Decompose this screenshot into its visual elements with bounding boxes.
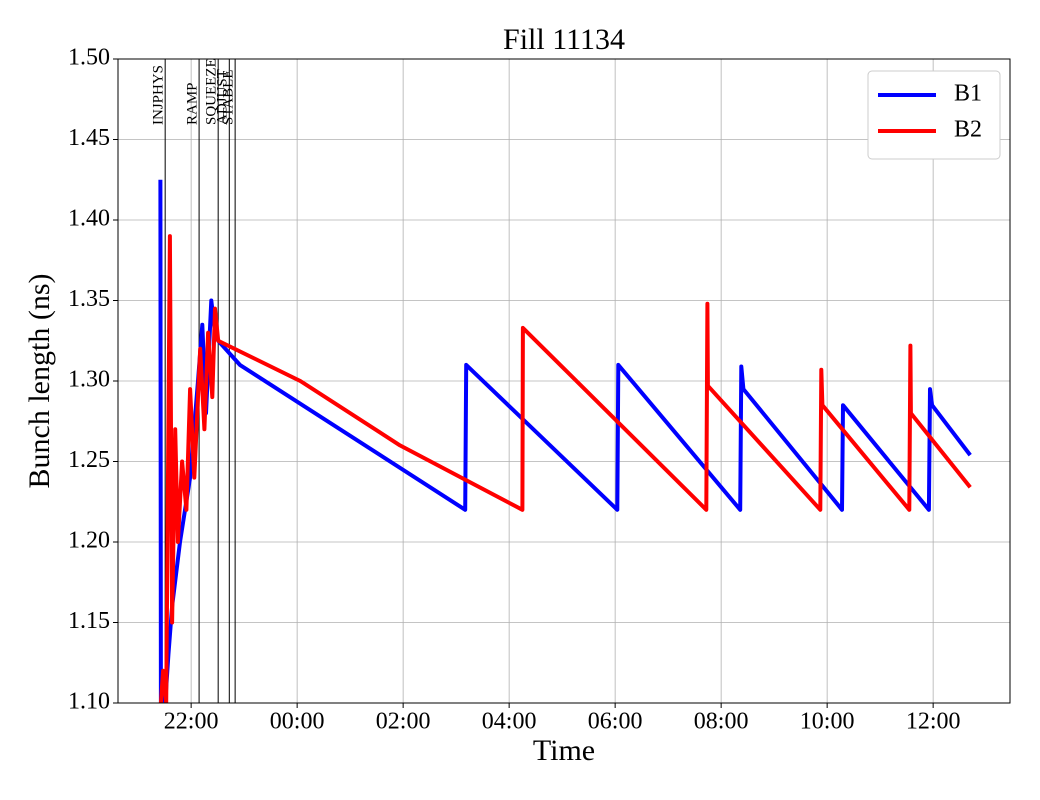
y-tick-label: 1.45	[68, 125, 110, 151]
x-axis-label: Time	[533, 734, 595, 767]
y-tick-label: 1.25	[68, 447, 110, 473]
phase-label: SQUEEZE	[204, 58, 220, 125]
y-axis-label: Bunch length (ns)	[23, 274, 56, 489]
y-tick-label: 1.20	[68, 528, 110, 554]
phase-label: STABLE	[221, 70, 237, 125]
plot-frame	[117, 58, 1011, 704]
chart-title: Fill 11134	[503, 23, 625, 56]
x-tick-label: 00:00	[270, 709, 325, 735]
y-tick-label: 1.15	[68, 608, 110, 634]
phase-label: INJPHYS	[151, 65, 167, 125]
series-line	[158, 234, 972, 703]
phase-label: RAMP	[185, 82, 201, 125]
y-tick-label: 1.50	[68, 45, 110, 71]
x-tick-label: 04:00	[482, 709, 537, 735]
x-tick-label: 10:00	[800, 709, 855, 735]
x-tick-label: 06:00	[588, 709, 643, 735]
phase-label: ADJUST	[215, 69, 231, 125]
x-tick-label: 12:00	[906, 709, 961, 735]
y-tick-label: 1.35	[68, 286, 110, 312]
x-tick-label: 08:00	[694, 709, 749, 735]
plot-lines	[158, 179, 972, 703]
x-tick-label: 22:00	[164, 709, 219, 735]
y-tick-label: 1.30	[68, 367, 110, 393]
y-tick-label: 1.40	[68, 206, 110, 232]
series-line	[158, 179, 972, 703]
legend-label: B1	[954, 81, 982, 107]
x-tick-label: 02:00	[376, 709, 431, 735]
legend-label: B2	[954, 117, 982, 143]
y-tick-label: 1.10	[68, 689, 110, 715]
